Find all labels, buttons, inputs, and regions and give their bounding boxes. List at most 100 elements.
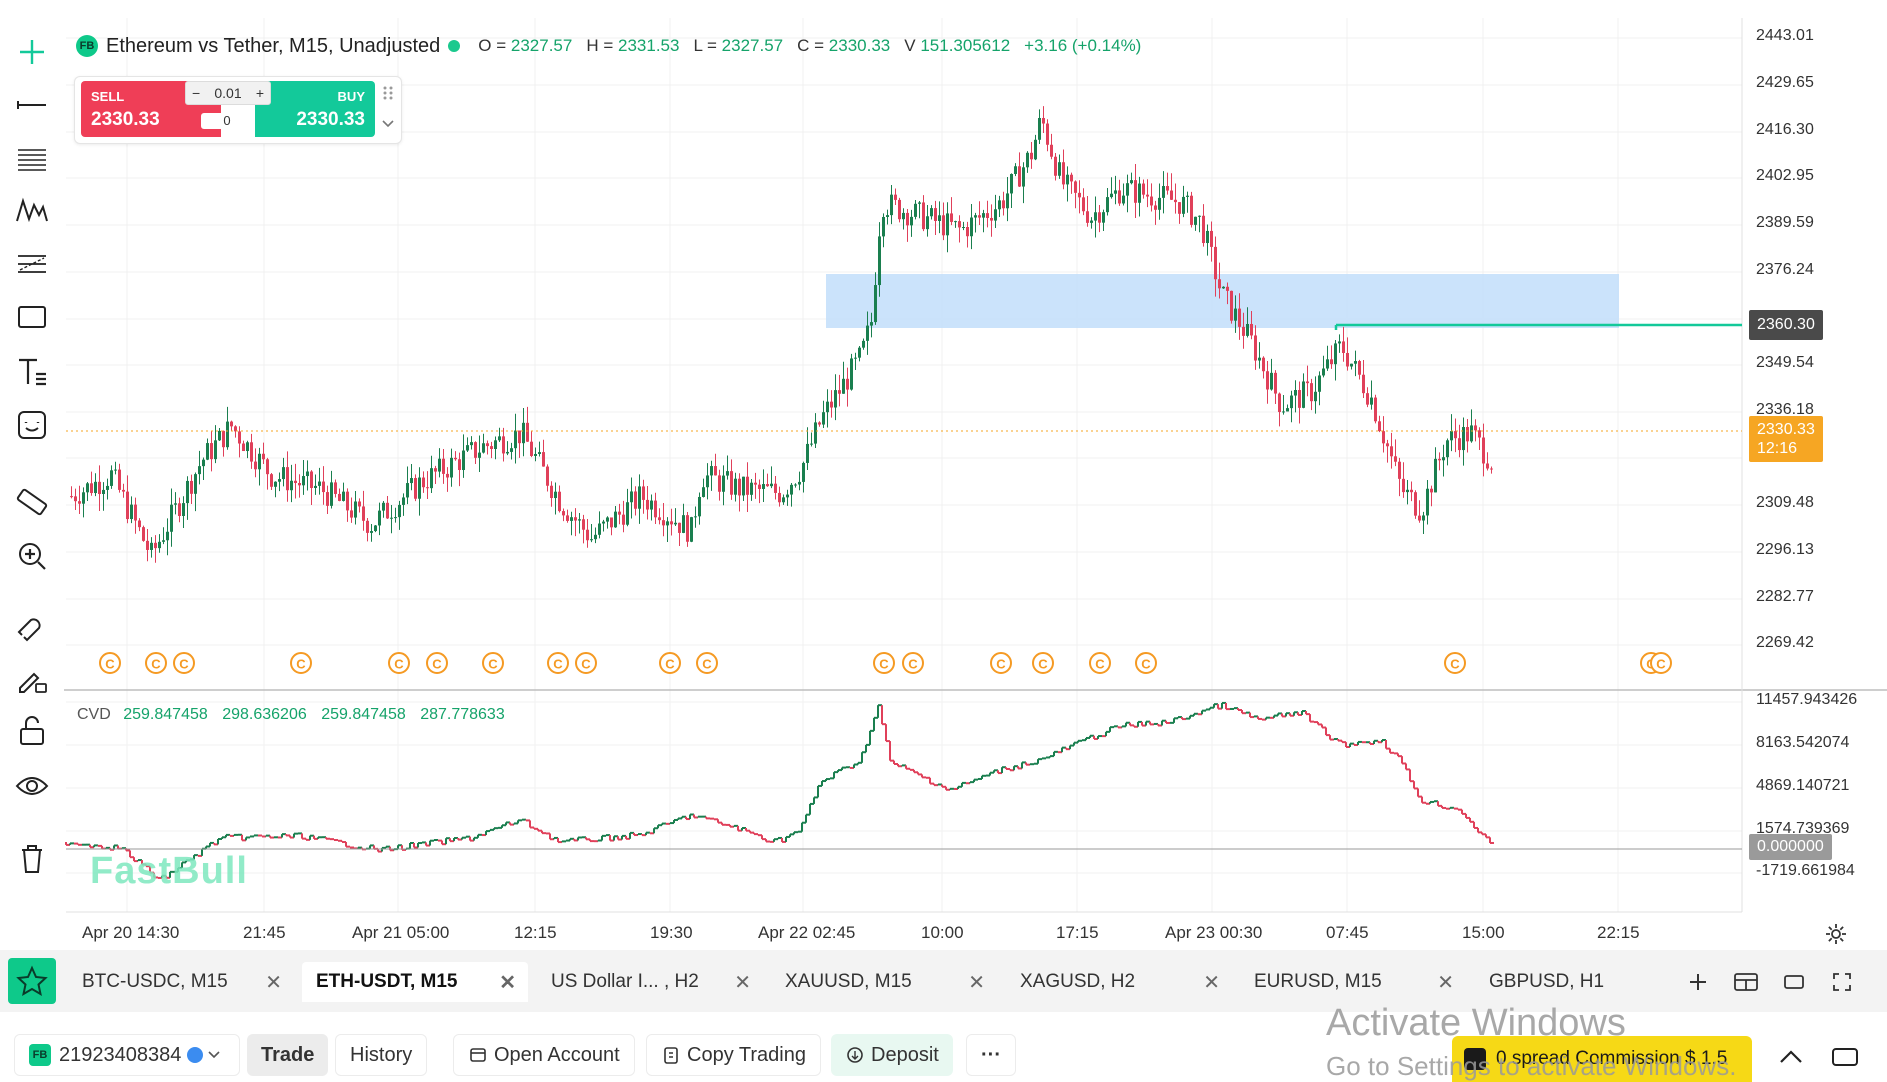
- fib-tool[interactable]: [10, 136, 54, 180]
- magnet-tool[interactable]: [10, 603, 54, 647]
- event-marker-glyph: C: [1095, 657, 1105, 672]
- candle-body: [822, 412, 825, 425]
- ruler-tool[interactable]: [10, 480, 54, 524]
- candle-body: [114, 469, 117, 471]
- candle-body: [1210, 230, 1213, 247]
- copy-trading-button[interactable]: Copy Trading: [646, 1034, 821, 1076]
- candle-body: [150, 542, 153, 550]
- zoom-tool[interactable]: [10, 534, 54, 578]
- promo-icon: [1464, 1048, 1486, 1070]
- more-button[interactable]: ···: [966, 1034, 1016, 1076]
- window-button[interactable]: [1774, 962, 1814, 1002]
- candle-body: [710, 466, 713, 476]
- candle-body: [1318, 375, 1321, 392]
- ohlc-low: L = 2327.57: [693, 36, 784, 55]
- tab-xagusd[interactable]: XAGUSD, H2 ✕: [1006, 962, 1232, 1002]
- candle-body: [1014, 166, 1017, 174]
- candle-body: [870, 322, 873, 326]
- candle-body: [1338, 341, 1341, 344]
- tab-close-icon[interactable]: ✕: [1437, 971, 1454, 994]
- fullscreen-button[interactable]: [1822, 962, 1862, 1002]
- candle-body: [678, 522, 681, 533]
- event-marker-icon: [290, 652, 312, 674]
- price-label: 2389.59: [1756, 214, 1814, 231]
- tab-close-icon[interactable]: ✕: [265, 971, 282, 994]
- tab-us-dollar-index[interactable]: US Dollar I... , H2 ✕: [537, 962, 763, 1002]
- add-tab-button[interactable]: [1678, 962, 1718, 1002]
- trade-button[interactable]: Trade: [247, 1034, 329, 1076]
- draw-lock-tool[interactable]: [10, 656, 54, 700]
- horizontal-line-price-tag[interactable]: 2360.30: [1749, 310, 1823, 340]
- candle-body: [446, 473, 449, 478]
- cvd-value: 298.636206: [222, 706, 307, 723]
- candle-body: [690, 517, 693, 542]
- trend-line-tool[interactable]: [10, 83, 54, 127]
- candle-body: [466, 445, 469, 451]
- candle-body: [1110, 193, 1113, 198]
- candle-body: [582, 519, 585, 530]
- qty-value[interactable]: 0.01: [214, 85, 242, 101]
- qty-minus-button[interactable]: −: [192, 85, 201, 101]
- candle-body: [214, 440, 217, 460]
- layout-button[interactable]: [1726, 962, 1766, 1002]
- candle-body: [202, 459, 205, 467]
- deposit-button[interactable]: Deposit: [831, 1034, 953, 1076]
- candle-body: [394, 517, 397, 519]
- buy-button[interactable]: BUY 2330.33: [255, 81, 375, 137]
- favorites-button[interactable]: [8, 958, 56, 1004]
- delete-tool[interactable]: [10, 836, 54, 880]
- account-selector[interactable]: FB 21923408384: [14, 1034, 240, 1076]
- chevron-down-icon[interactable]: [381, 117, 395, 131]
- candle-body: [1098, 212, 1101, 223]
- qty-plus-button[interactable]: +: [255, 85, 264, 101]
- symbol-title[interactable]: Ethereum vs Tether, M15, Unadjusted: [106, 34, 441, 57]
- tab-close-icon[interactable]: ✕: [968, 971, 985, 994]
- price-chart[interactable]: CCCCCCCCCCCCCCCCCCCC: [0, 0, 1887, 950]
- tab-close-icon[interactable]: ✕: [734, 971, 751, 994]
- quantity-stepper[interactable]: − 0.01 +: [185, 81, 271, 105]
- sell-label: SELL: [91, 89, 125, 104]
- tab-eurusd[interactable]: EURUSD, M15 ✕: [1240, 962, 1466, 1002]
- text-tool[interactable]: [10, 350, 54, 394]
- crosshair-tool[interactable]: [10, 30, 54, 74]
- spread-value: 0: [201, 113, 253, 129]
- candle-body: [534, 453, 537, 456]
- candle-body: [1278, 393, 1281, 413]
- cvd-label[interactable]: CVD: [77, 706, 111, 723]
- candle-body: [1046, 123, 1049, 145]
- candle-body: [1334, 343, 1337, 365]
- lock-tool[interactable]: [10, 709, 54, 753]
- settings-gear-icon[interactable]: [1824, 922, 1848, 946]
- history-button[interactable]: History: [335, 1034, 428, 1076]
- panel-toggle-icon[interactable]: [1830, 1044, 1860, 1070]
- candle-body: [562, 511, 565, 516]
- candle-body: [1326, 359, 1329, 369]
- tab-eth-usdt[interactable]: ETH-USDT, M15 ✕: [302, 962, 528, 1002]
- chevron-up-icon[interactable]: [1776, 1042, 1806, 1072]
- tab-xauusd[interactable]: XAUUSD, M15 ✕: [771, 962, 997, 1002]
- tab-gbpusd[interactable]: GBPUSD, H1: [1475, 962, 1675, 1002]
- candle-body: [1134, 180, 1137, 203]
- tab-close-icon[interactable]: ✕: [499, 971, 516, 994]
- tab-close-icon[interactable]: ✕: [1203, 971, 1220, 994]
- rectangle-tool[interactable]: [10, 295, 54, 339]
- candle-body: [770, 483, 773, 487]
- candle-body: [970, 217, 973, 237]
- emoji-tool[interactable]: [10, 403, 54, 447]
- candle-body: [130, 504, 133, 520]
- visibility-tool[interactable]: [10, 764, 54, 808]
- tab-btc-usdc[interactable]: BTC-USDC, M15 ✕: [68, 962, 294, 1002]
- time-label: 15:00: [1462, 923, 1505, 942]
- plus-icon: [1690, 974, 1706, 990]
- projection-tool[interactable]: [10, 242, 54, 286]
- open-account-button[interactable]: Open Account: [453, 1034, 635, 1076]
- candle-body: [694, 516, 697, 518]
- pattern-tool[interactable]: [10, 189, 54, 233]
- copy-trading-icon: [664, 1047, 678, 1064]
- candle-body: [1402, 478, 1405, 493]
- layout-icon: [1734, 973, 1758, 991]
- drag-handle-icon[interactable]: [381, 85, 395, 101]
- candle-body: [1130, 180, 1133, 184]
- fullscreen-icon: [1833, 973, 1851, 991]
- spread-promo-banner[interactable]: 0 spread Commission $ 1.5: [1452, 1036, 1752, 1082]
